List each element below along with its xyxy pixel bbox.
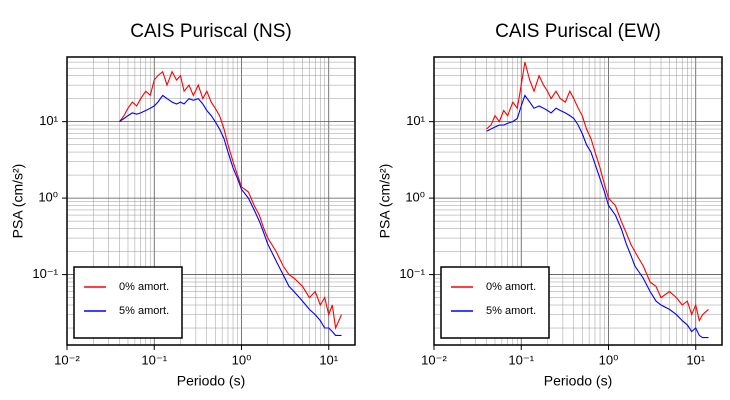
y-axis-label: PSA (cm/s²) xyxy=(377,164,393,239)
series-line xyxy=(486,61,709,323)
x-tick-label: 10⁰ xyxy=(232,352,252,367)
legend-label: 0% amort. xyxy=(119,281,169,293)
series-line xyxy=(486,94,709,339)
x-tick-label: 10⁻² xyxy=(421,352,447,367)
legend-box xyxy=(440,266,550,339)
y-tick-label: 10⁻¹ xyxy=(399,266,425,281)
x-tick-label: 10⁻¹ xyxy=(141,352,167,367)
legend-box xyxy=(73,266,183,339)
y-tick-label: 10¹ xyxy=(406,113,425,128)
legend-label: 5% amort. xyxy=(119,305,169,317)
x-tick-label: 10⁻¹ xyxy=(508,352,534,367)
legend-label: 5% amort. xyxy=(486,305,536,317)
x-tick-label: 10¹ xyxy=(319,352,338,367)
x-axis-label: Periodo (s) xyxy=(544,373,612,389)
y-tick-label: 10¹ xyxy=(39,113,58,128)
legend-label: 0% amort. xyxy=(486,281,536,293)
series-line xyxy=(119,70,343,330)
chart-title: CAIS Puriscal (NS) xyxy=(130,21,292,42)
x-tick-label: 10⁰ xyxy=(599,352,619,367)
x-tick-label: 10⁻² xyxy=(54,352,80,367)
x-axis-label: Periodo (s) xyxy=(177,373,245,389)
y-tick-label: 10⁰ xyxy=(38,190,58,205)
chart-title: CAIS Puriscal (EW) xyxy=(495,21,661,42)
y-tick-label: 10⁰ xyxy=(405,190,425,205)
plot-frame xyxy=(433,56,723,346)
plot-frame xyxy=(66,56,356,346)
series-line xyxy=(119,94,342,336)
y-tick-label: 10⁻¹ xyxy=(32,266,58,281)
y-axis-label: PSA (cm/s²) xyxy=(10,164,26,239)
x-tick-label: 10¹ xyxy=(686,352,705,367)
